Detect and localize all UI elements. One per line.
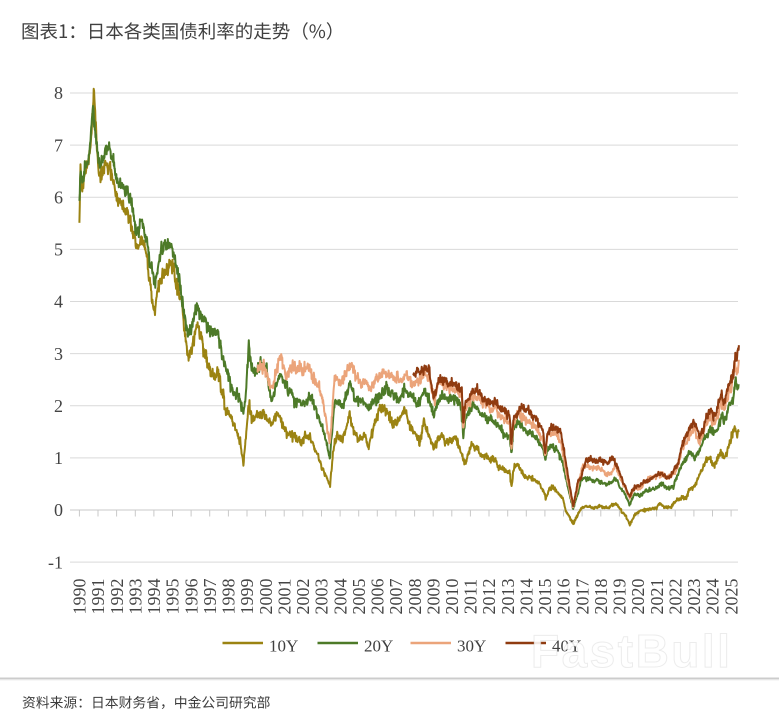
svg-text:2017: 2017 bbox=[572, 579, 592, 615]
svg-text:20Y: 20Y bbox=[364, 637, 393, 656]
svg-text:2023: 2023 bbox=[684, 579, 704, 615]
svg-text:2025: 2025 bbox=[721, 579, 741, 615]
svg-text:2006: 2006 bbox=[368, 579, 388, 615]
svg-text:2014: 2014 bbox=[517, 579, 537, 615]
svg-text:2002: 2002 bbox=[293, 579, 313, 615]
svg-text:2022: 2022 bbox=[665, 579, 685, 615]
svg-text:2: 2 bbox=[54, 396, 63, 416]
svg-text:1995: 1995 bbox=[163, 579, 183, 615]
svg-text:2011: 2011 bbox=[461, 579, 481, 614]
svg-text:6: 6 bbox=[54, 187, 63, 207]
svg-text:5: 5 bbox=[54, 240, 63, 260]
svg-text:1992: 1992 bbox=[107, 579, 127, 615]
svg-text:1: 1 bbox=[54, 448, 63, 468]
svg-text:2004: 2004 bbox=[330, 579, 350, 615]
svg-text:8: 8 bbox=[54, 83, 63, 103]
svg-text:2024: 2024 bbox=[703, 579, 723, 615]
svg-text:2005: 2005 bbox=[349, 579, 369, 615]
svg-text:4: 4 bbox=[54, 292, 63, 312]
svg-text:2000: 2000 bbox=[256, 579, 276, 615]
svg-text:1997: 1997 bbox=[200, 579, 220, 615]
svg-text:30Y: 30Y bbox=[457, 637, 486, 656]
svg-text:1994: 1994 bbox=[144, 579, 164, 615]
svg-text:1998: 1998 bbox=[219, 579, 239, 615]
svg-text:2019: 2019 bbox=[610, 579, 630, 615]
svg-text:1996: 1996 bbox=[181, 579, 201, 615]
svg-text:2008: 2008 bbox=[405, 579, 425, 615]
svg-text:2009: 2009 bbox=[423, 579, 443, 615]
svg-text:2015: 2015 bbox=[535, 579, 555, 615]
svg-text:2007: 2007 bbox=[386, 579, 406, 615]
svg-text:2012: 2012 bbox=[479, 579, 499, 615]
svg-text:7: 7 bbox=[54, 135, 63, 155]
svg-text:FastBull: FastBull bbox=[531, 625, 732, 677]
svg-text:40Y: 40Y bbox=[552, 637, 581, 656]
svg-text:0: 0 bbox=[54, 500, 63, 520]
svg-text:10Y: 10Y bbox=[269, 637, 298, 656]
svg-text:2021: 2021 bbox=[647, 579, 667, 615]
svg-text:1990: 1990 bbox=[70, 579, 90, 615]
svg-text:1999: 1999 bbox=[237, 579, 257, 615]
svg-text:2003: 2003 bbox=[312, 579, 332, 615]
svg-text:2016: 2016 bbox=[554, 579, 574, 615]
svg-text:1993: 1993 bbox=[126, 579, 146, 615]
svg-text:2020: 2020 bbox=[628, 579, 648, 615]
svg-text:-1: -1 bbox=[48, 552, 63, 572]
svg-text:2010: 2010 bbox=[442, 579, 462, 615]
svg-text:1991: 1991 bbox=[88, 579, 108, 615]
svg-text:3: 3 bbox=[54, 344, 63, 364]
svg-text:2018: 2018 bbox=[591, 579, 611, 615]
svg-text:2001: 2001 bbox=[274, 579, 294, 615]
svg-text:2013: 2013 bbox=[498, 579, 518, 615]
